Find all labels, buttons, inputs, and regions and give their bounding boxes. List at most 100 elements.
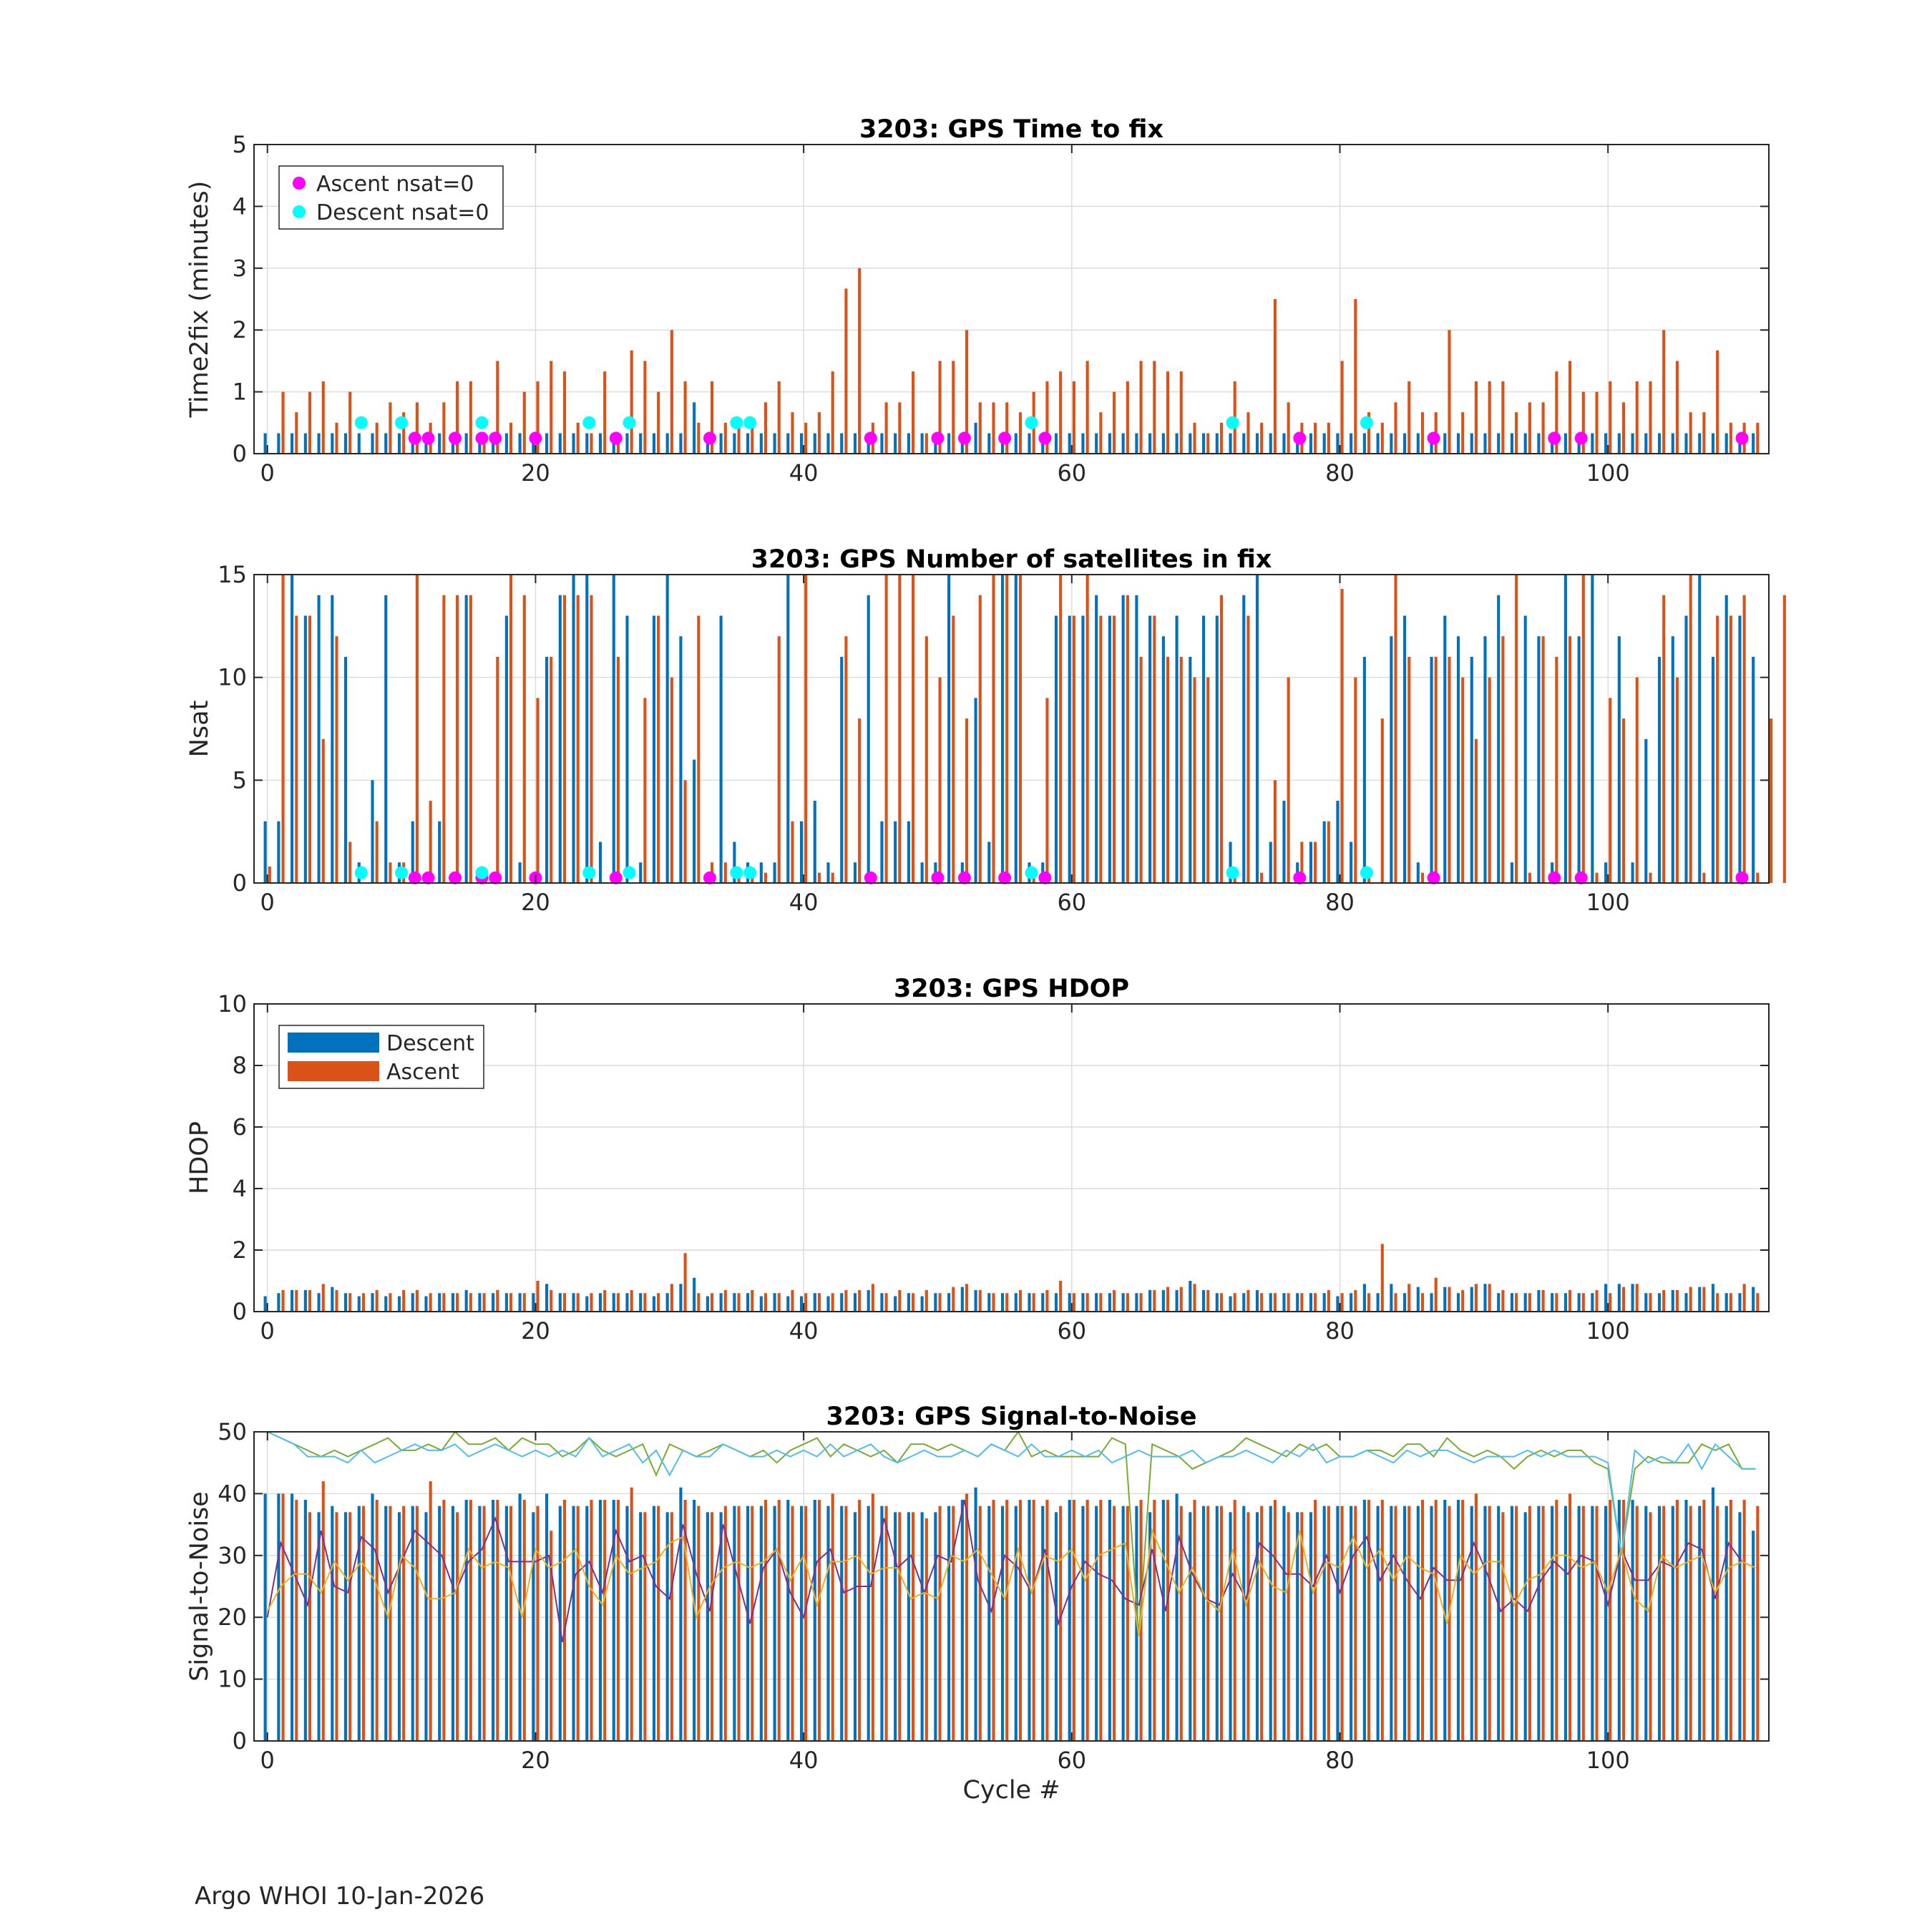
bar-ascent-51 bbox=[952, 1506, 955, 1741]
bar-descent-24 bbox=[585, 575, 589, 883]
marker-descent-nsat0 bbox=[730, 866, 743, 879]
bar-descent-1 bbox=[277, 821, 280, 883]
bar-descent-0 bbox=[263, 821, 267, 883]
bar-descent-39 bbox=[786, 575, 790, 883]
bar-descent-41 bbox=[813, 1500, 816, 1741]
x-tick-label: 60 bbox=[1057, 889, 1086, 916]
bar-descent-9 bbox=[384, 433, 388, 454]
bar-ascent-84 bbox=[1394, 1293, 1397, 1312]
bar-descent-75 bbox=[1269, 433, 1272, 454]
bar-ascent-70 bbox=[1206, 1506, 1210, 1741]
bar-descent-53 bbox=[974, 698, 977, 883]
bar-descent-32 bbox=[693, 1500, 696, 1741]
bar-ascent-29 bbox=[657, 391, 660, 454]
bar-ascent-38 bbox=[777, 1293, 781, 1312]
bar-descent-26 bbox=[612, 1500, 615, 1741]
bar-descent-15 bbox=[464, 1289, 468, 1312]
bar-ascent-84 bbox=[1394, 402, 1397, 454]
marker-descent-nsat0 bbox=[354, 866, 368, 879]
bar-descent-8 bbox=[371, 1293, 374, 1312]
bar-descent-76 bbox=[1282, 1293, 1286, 1312]
bar-ascent-59 bbox=[1059, 575, 1063, 883]
bar-ascent-40 bbox=[804, 575, 808, 883]
bar-ascent-96 bbox=[1555, 1500, 1558, 1741]
bar-descent-9 bbox=[384, 595, 388, 883]
x-tick-label: 60 bbox=[1057, 1747, 1086, 1774]
legend: Ascent nsat=0 Descent nsat=0 bbox=[278, 165, 504, 230]
bar-descent-62 bbox=[1095, 595, 1098, 883]
marker-ascent-nsat0 bbox=[408, 431, 421, 445]
bar-ascent-103 bbox=[1649, 381, 1652, 454]
marker-descent-nsat0 bbox=[475, 866, 489, 879]
bar-ascent-59 bbox=[1059, 371, 1063, 454]
marker-ascent-nsat0 bbox=[449, 431, 462, 445]
bar-ascent-102 bbox=[1635, 1284, 1639, 1312]
bar-descent-79 bbox=[1322, 433, 1326, 454]
bar-descent-0 bbox=[263, 1493, 267, 1741]
bar-ascent-39 bbox=[791, 821, 794, 883]
bar-descent-92 bbox=[1497, 1293, 1501, 1312]
y-tick-label: 15 bbox=[218, 561, 247, 588]
bar-descent-103 bbox=[1644, 433, 1648, 454]
bar-descent-49 bbox=[920, 862, 924, 883]
bar-descent-109 bbox=[1724, 433, 1728, 454]
y-tick-label: 5 bbox=[233, 766, 247, 794]
bar-ascent-103 bbox=[1649, 1512, 1652, 1741]
bar-descent-95 bbox=[1537, 636, 1541, 883]
bar-ascent-101 bbox=[1621, 718, 1626, 883]
bar-descent-51 bbox=[947, 1293, 951, 1312]
bar-descent-107 bbox=[1698, 575, 1702, 883]
marker-ascent-nsat0 bbox=[489, 871, 502, 884]
bar-descent-18 bbox=[504, 1506, 508, 1741]
bar-descent-72 bbox=[1229, 1512, 1232, 1741]
bar-descent-21 bbox=[545, 433, 549, 454]
bar-descent-53 bbox=[974, 422, 977, 454]
chart-snr: 0 20 40 60 80 100 0 10 20 30 40 50 3203: GPS Signal-… bbox=[185, 1402, 1770, 1805]
bar-ascent-79 bbox=[1327, 422, 1330, 454]
x-tick-label: 40 bbox=[789, 1747, 819, 1774]
bar-descent-111 bbox=[1752, 1531, 1755, 1741]
bar-descent-73 bbox=[1242, 433, 1246, 454]
bar-descent-88 bbox=[1443, 1287, 1447, 1312]
bar-ascent-85 bbox=[1407, 1284, 1411, 1312]
bar-descent-46 bbox=[880, 1293, 884, 1312]
bar-ascent-99 bbox=[1595, 1289, 1599, 1312]
bar-ascent-37 bbox=[763, 1500, 768, 1741]
bar-ascent-87 bbox=[1434, 1500, 1438, 1741]
bar-descent-95 bbox=[1537, 1289, 1541, 1312]
marker-ascent-nsat0 bbox=[475, 431, 489, 445]
bar-descent-0 bbox=[263, 433, 267, 454]
bar-descent-62 bbox=[1095, 1293, 1098, 1312]
bar-ascent-85 bbox=[1407, 656, 1411, 883]
bar-ascent-108 bbox=[1716, 615, 1719, 883]
bar-ascent-2 bbox=[295, 615, 298, 883]
bar-descent-44 bbox=[853, 1512, 857, 1741]
bar-descent-41 bbox=[813, 1293, 816, 1312]
bar-descent-21 bbox=[545, 1493, 549, 1741]
bar-ascent-55 bbox=[1005, 402, 1009, 454]
axes-box bbox=[253, 574, 1770, 884]
bar-descent-32 bbox=[693, 759, 696, 883]
bar-ascent-31 bbox=[683, 1253, 687, 1312]
bar-ascent-44 bbox=[858, 1289, 862, 1312]
bar-descent-67 bbox=[1161, 433, 1165, 454]
marker-descent-nsat0 bbox=[1360, 866, 1373, 879]
bar-descent-110 bbox=[1738, 1512, 1742, 1741]
bar-ascent-11 bbox=[415, 1506, 419, 1741]
bar-descent-35 bbox=[733, 1506, 736, 1741]
bar-ascent-91 bbox=[1488, 677, 1491, 883]
bar-ascent-9 bbox=[389, 402, 392, 454]
bar-descent-46 bbox=[880, 821, 884, 883]
bar-ascent-13 bbox=[442, 595, 446, 883]
bar-descent-7 bbox=[357, 1506, 361, 1741]
bar-ascent-4 bbox=[321, 381, 325, 454]
bar-descent-69 bbox=[1189, 656, 1192, 883]
bar-ascent-109 bbox=[1729, 1293, 1732, 1312]
bar-ascent-99 bbox=[1595, 872, 1599, 883]
bar-ascent-11 bbox=[415, 1289, 419, 1312]
bar-descent-63 bbox=[1108, 1500, 1111, 1741]
bar-descent-11 bbox=[411, 1506, 414, 1741]
bar-descent-52 bbox=[960, 1287, 964, 1312]
bar-ascent-20 bbox=[536, 698, 540, 883]
bar-ascent-78 bbox=[1314, 841, 1317, 883]
